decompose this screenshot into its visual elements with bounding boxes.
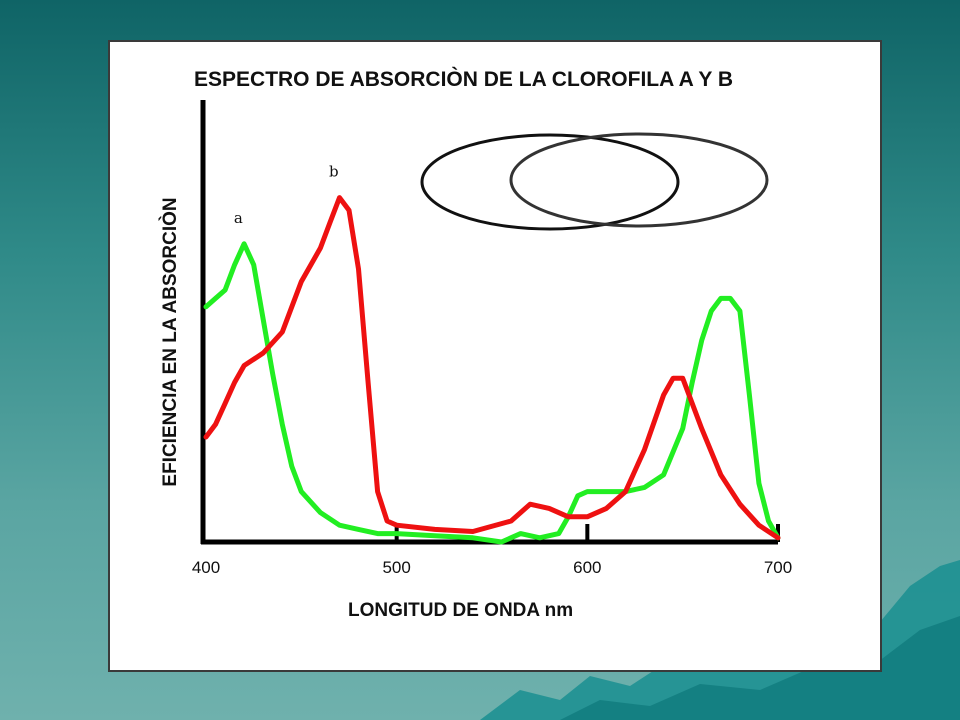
chart-title: ESPECTRO DE ABSORCIÒN DE LA CLOROFILA A … — [194, 67, 733, 91]
x-tick-label-600: 600 — [573, 558, 601, 577]
chart-panel: ESPECTRO DE ABSORCIÒN DE LA CLOROFILA A … — [108, 40, 882, 672]
peak-label-a: a — [234, 209, 243, 227]
y-axis-label: EFICIENCIA EN LA ABSORCIÒN — [159, 197, 181, 486]
series-layer — [203, 195, 781, 545]
x-tick-label-400: 400 — [192, 558, 220, 577]
x-tick-labels: 400 500 600 700 — [192, 558, 792, 577]
series-line-a — [203, 241, 781, 545]
x-axis-label: LONGITUD DE ONDA nm — [348, 600, 573, 621]
peak-label-b: b — [329, 163, 339, 181]
series-line-b — [203, 195, 781, 541]
absorption-spectrum-chart: ESPECTRO DE ABSORCIÒN DE LA CLOROFILA A … — [159, 67, 792, 621]
venn-ellipse-right — [509, 132, 769, 228]
peak-labels: ab — [234, 163, 339, 227]
x-tick-label-500: 500 — [382, 558, 410, 577]
x-ticks — [394, 524, 780, 542]
venn-ellipse-left — [420, 133, 680, 231]
x-tick-label-700: 700 — [764, 558, 792, 577]
mountain-ridge-shape — [560, 616, 960, 720]
